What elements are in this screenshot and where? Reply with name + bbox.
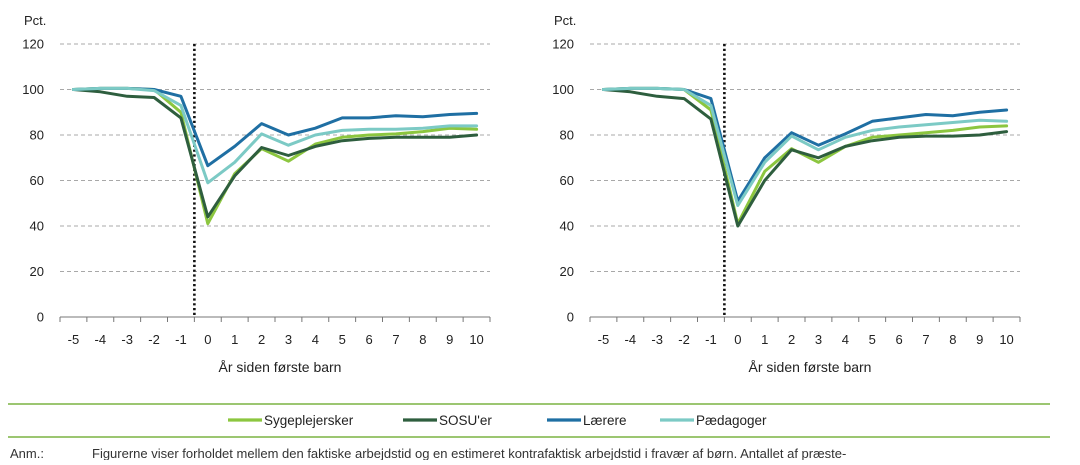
chart-panel-left: 0 20 40 60 80 100 120 -5 -4 -3 -2 -1 0 1 2 3 4 5 6 7 8 9 10 Pct…	[22, 13, 491, 375]
series-line-lærere	[601, 86, 1009, 203]
x-tick-label: -2	[148, 332, 160, 347]
y-tick-label: 120	[552, 37, 574, 52]
series-line-sosu-er	[601, 88, 1009, 228]
y-tick-label: 0	[567, 310, 574, 325]
x-tick-label: -4	[625, 332, 637, 347]
note-label: Anm.:	[10, 446, 44, 460]
x-tick-label: -1	[705, 332, 717, 347]
y-tick-label: 40	[30, 219, 44, 234]
x-tick-label: 10	[999, 332, 1013, 347]
y-tick-label: 100	[552, 82, 574, 97]
legend-label: Sygeplejersker	[264, 413, 354, 428]
series-line-sygeplejersker	[71, 86, 479, 226]
series-line-pædagoger	[71, 86, 479, 185]
x-tick-label: 7	[392, 332, 399, 347]
x-tick-label: 6	[365, 332, 372, 347]
y-tick-label: 0	[37, 310, 44, 325]
x-tick-label: -1	[175, 332, 187, 347]
x-tick-label: -5	[68, 332, 80, 347]
x-tick-label: 0	[204, 332, 211, 347]
y-tick-label: 60	[560, 173, 574, 188]
y-tick-label: 80	[30, 128, 44, 143]
x-tick-label: 9	[446, 332, 453, 347]
y-axis-unit: Pct.	[24, 13, 46, 28]
x-tick-label: 2	[788, 332, 795, 347]
series-line-sosu-er	[71, 88, 479, 219]
x-tick-label: 6	[895, 332, 902, 347]
x-tick-label: 8	[949, 332, 956, 347]
y-tick-label: 20	[560, 264, 574, 279]
x-tick-label: 3	[285, 332, 292, 347]
x-tick-label: 7	[922, 332, 929, 347]
legend-label: Lærere	[583, 413, 627, 428]
x-tick-label: 2	[258, 332, 265, 347]
x-tick-label: -5	[598, 332, 610, 347]
x-tick-label: 5	[339, 332, 346, 347]
note-text: Figurerne viser forholdet mellem den fak…	[92, 446, 847, 460]
x-tick-label: 1	[231, 332, 238, 347]
series-line-sygeplejersker	[601, 86, 1009, 226]
x-tick-label: 1	[761, 332, 768, 347]
x-tick-label: 4	[312, 332, 319, 347]
x-tick-label: 8	[419, 332, 426, 347]
chart-panel-right: 0 20 40 60 80 100 120 -5 -4 -3 -2 -1 0 1 2 3 4 5 6 7 8 9 10 Pct…	[552, 13, 1021, 375]
x-tick-label: -3	[651, 332, 663, 347]
x-tick-label: -2	[678, 332, 690, 347]
y-tick-label: 80	[560, 128, 574, 143]
x-tick-label: 5	[869, 332, 876, 347]
y-tick-label: 20	[30, 264, 44, 279]
x-axis-title: År siden første barn	[219, 359, 342, 375]
x-tick-label: 9	[976, 332, 983, 347]
legend-label: Pædagoger	[696, 413, 767, 428]
y-tick-label: 60	[30, 173, 44, 188]
x-tick-label: -3	[121, 332, 133, 347]
x-axis-title: År siden første barn	[749, 359, 872, 375]
legend-label: SOSU'er	[439, 413, 492, 428]
x-tick-label: 4	[842, 332, 849, 347]
y-tick-label: 120	[22, 37, 44, 52]
series-line-pædagoger	[601, 86, 1009, 207]
x-tick-label: 10	[469, 332, 483, 347]
legend: Sygeplejersker SOSU'er Lærere Pædagoger	[228, 413, 767, 428]
y-tick-label: 40	[560, 219, 574, 234]
y-tick-label: 100	[22, 82, 44, 97]
chart-note: Anm.: Figurerne viser forholdet mellem de…	[10, 446, 1080, 460]
x-tick-label: -4	[95, 332, 107, 347]
x-tick-label: 0	[734, 332, 741, 347]
y-axis-unit: Pct.	[554, 13, 576, 28]
x-tick-label: 3	[815, 332, 822, 347]
